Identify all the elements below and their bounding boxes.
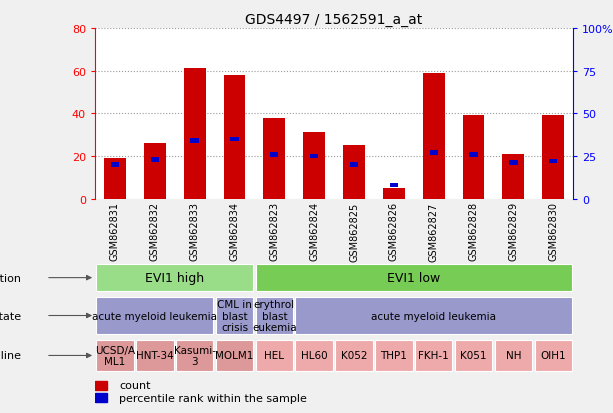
- FancyBboxPatch shape: [335, 340, 373, 371]
- Text: acute myeloid leukemia: acute myeloid leukemia: [93, 311, 217, 321]
- FancyBboxPatch shape: [295, 298, 572, 334]
- FancyBboxPatch shape: [256, 340, 293, 371]
- Bar: [470, 152, 478, 157]
- Bar: [423, 74, 444, 199]
- Bar: [503, 154, 524, 199]
- Bar: [230, 137, 238, 142]
- Text: FKH-1: FKH-1: [418, 351, 449, 361]
- Text: MOLM1: MOLM1: [215, 351, 254, 361]
- Text: cell line: cell line: [0, 351, 21, 361]
- Text: count: count: [119, 380, 150, 390]
- FancyBboxPatch shape: [415, 340, 452, 371]
- Bar: [310, 154, 318, 159]
- Text: UCSD/A
ML1: UCSD/A ML1: [95, 345, 135, 366]
- Bar: [184, 69, 205, 199]
- Bar: [144, 144, 166, 199]
- Bar: [111, 163, 119, 167]
- Text: EVI1 low: EVI1 low: [387, 271, 440, 285]
- Bar: [383, 188, 405, 199]
- FancyBboxPatch shape: [96, 264, 253, 292]
- Text: K051: K051: [460, 351, 487, 361]
- FancyBboxPatch shape: [256, 264, 572, 292]
- Text: percentile rank within the sample: percentile rank within the sample: [119, 393, 306, 403]
- FancyBboxPatch shape: [96, 298, 213, 334]
- Bar: [430, 151, 438, 155]
- Bar: [343, 146, 365, 199]
- FancyBboxPatch shape: [375, 340, 413, 371]
- Bar: [509, 161, 517, 166]
- Text: OIH1: OIH1: [541, 351, 566, 361]
- Bar: [104, 159, 126, 199]
- Bar: [95, 394, 107, 402]
- Bar: [191, 139, 199, 144]
- Bar: [350, 163, 358, 167]
- Text: disease state: disease state: [0, 311, 21, 321]
- Text: HL60: HL60: [301, 351, 327, 361]
- Text: acute myeloid leukemia: acute myeloid leukemia: [371, 311, 496, 321]
- FancyBboxPatch shape: [96, 340, 134, 371]
- Bar: [303, 133, 325, 199]
- Title: GDS4497 / 1562591_a_at: GDS4497 / 1562591_a_at: [245, 12, 423, 26]
- FancyBboxPatch shape: [136, 340, 173, 371]
- Bar: [543, 116, 564, 199]
- FancyBboxPatch shape: [216, 298, 253, 334]
- Bar: [264, 118, 285, 199]
- Text: K052: K052: [341, 351, 367, 361]
- Text: CML in
blast
crisis: CML in blast crisis: [217, 299, 252, 332]
- FancyBboxPatch shape: [535, 340, 572, 371]
- Bar: [549, 159, 557, 164]
- Text: HEL: HEL: [264, 351, 284, 361]
- Bar: [151, 158, 159, 162]
- Bar: [463, 116, 484, 199]
- Text: NH: NH: [506, 351, 521, 361]
- FancyBboxPatch shape: [216, 340, 253, 371]
- Text: erythrol
blast
eukemia: erythrol blast eukemia: [252, 299, 297, 332]
- Bar: [224, 76, 245, 199]
- Text: THP1: THP1: [381, 351, 407, 361]
- Bar: [95, 381, 107, 390]
- FancyBboxPatch shape: [256, 298, 293, 334]
- Bar: [270, 152, 278, 157]
- FancyBboxPatch shape: [495, 340, 532, 371]
- FancyBboxPatch shape: [455, 340, 492, 371]
- FancyBboxPatch shape: [295, 340, 333, 371]
- FancyBboxPatch shape: [176, 340, 213, 371]
- Text: genotype/variation: genotype/variation: [0, 273, 21, 283]
- Text: Kasumi-
3: Kasumi- 3: [173, 345, 216, 366]
- Bar: [390, 183, 398, 188]
- Text: HNT-34: HNT-34: [136, 351, 173, 361]
- Text: EVI1 high: EVI1 high: [145, 271, 204, 285]
